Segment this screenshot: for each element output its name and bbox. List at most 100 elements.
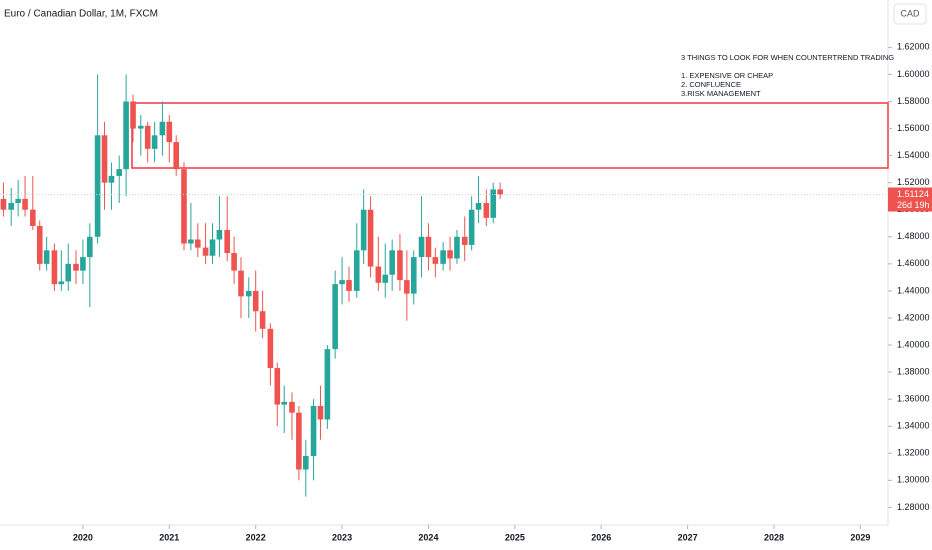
annotation-line: 2. CONFLUENCE: [681, 80, 741, 89]
candle-body: [310, 405, 317, 456]
y-tick-label: 1.36000: [897, 394, 930, 404]
candle-body: [490, 189, 497, 218]
y-tick-label: 1.32000: [897, 448, 930, 458]
x-tick-label: 2024: [418, 532, 438, 542]
candle-body: [195, 239, 201, 248]
candle-body: [216, 230, 223, 240]
candle-body: [138, 125, 144, 129]
candle-body: [339, 280, 345, 285]
y-tick-label: 1.54000: [897, 150, 930, 160]
price-label: 1.51124: [897, 189, 929, 199]
candle-body: [296, 412, 302, 470]
candle-body: [447, 250, 453, 259]
x-tick-label: 2023: [332, 532, 352, 542]
candle-body: [36, 225, 43, 264]
candle-body: [497, 189, 503, 195]
candle-body: [475, 202, 482, 210]
candle-body: [252, 290, 259, 312]
candle-body: [302, 455, 309, 470]
y-tick-label: 1.28000: [897, 502, 930, 512]
candle-body: [65, 263, 72, 282]
candle-body: [432, 257, 439, 264]
x-tick-label: 2026: [591, 532, 611, 542]
x-tick-label: 2021: [159, 532, 179, 542]
candle-body: [397, 250, 403, 281]
annotation-line: 3.RISK MANAGEMENT: [681, 89, 761, 98]
candle-body: [382, 274, 389, 283]
candle-body: [360, 209, 367, 251]
candle-body: [209, 239, 216, 256]
candle-body: [289, 401, 295, 413]
candle-body: [274, 368, 281, 405]
candle-body: [332, 284, 338, 350]
candle-body: [404, 280, 410, 294]
candle-body: [245, 290, 252, 297]
candle-body: [151, 135, 158, 149]
candle-body: [8, 202, 15, 210]
candle-body: [173, 142, 180, 170]
candle-body: [43, 250, 50, 264]
y-tick-label: 1.40000: [897, 339, 930, 349]
candle-body: [166, 121, 173, 143]
candle-body: [73, 263, 79, 271]
candle-body: [440, 250, 446, 264]
price-label-box: [888, 187, 932, 212]
candle-body: [159, 121, 166, 136]
annotation-line: 1. EXPENSIVE OR CHEAP: [681, 71, 773, 80]
y-tick-label: 1.62000: [897, 42, 930, 52]
candle-body: [188, 239, 194, 244]
currency-button[interactable]: [893, 3, 927, 25]
candle-body: [30, 209, 36, 226]
candle-body: [238, 270, 244, 297]
candle-body: [58, 281, 65, 285]
candle-body: [461, 236, 468, 245]
y-tick-label: 1.42000: [897, 312, 930, 322]
y-tick-label: 1.60000: [897, 69, 930, 79]
candle-body: [0, 198, 7, 210]
candle-body: [317, 405, 324, 420]
zone-rectangle: [131, 102, 889, 169]
y-tick-label: 1.52000: [897, 177, 930, 187]
candle-body: [375, 266, 382, 283]
y-tick-label: 1.30000: [897, 475, 930, 485]
candle-body: [94, 135, 101, 237]
candle-body: [367, 209, 374, 267]
candle-body: [468, 209, 475, 245]
candle-body: [231, 253, 237, 271]
candle-body: [410, 257, 417, 294]
x-tick-label: 2028: [764, 532, 784, 542]
candle-body: [87, 236, 93, 258]
annotation-heading: 3 THINGS TO LOOK FOR WHEN COUNTERTREND T…: [681, 53, 894, 62]
y-tick-label: 1.38000: [897, 366, 930, 376]
candle-body: [259, 311, 266, 329]
x-tick-label: 2025: [505, 532, 525, 542]
candle-body: [101, 135, 108, 183]
candle-body: [418, 236, 425, 258]
candle-body: [454, 236, 460, 259]
y-tick-label: 1.58000: [897, 96, 930, 106]
candle-body: [483, 202, 490, 218]
candle-body: [181, 169, 187, 244]
candle-body: [202, 247, 209, 256]
candle-body: [389, 250, 395, 275]
y-tick-label: 1.34000: [897, 421, 930, 431]
y-tick-label: 1.46000: [897, 258, 930, 268]
candle-body: [116, 169, 123, 176]
y-tick-label: 1.56000: [897, 123, 930, 133]
candle-body: [123, 101, 129, 170]
candle-body: [353, 250, 360, 291]
chart-title: Euro / Canadian Dollar, 1M, FXCM: [4, 9, 158, 20]
candle-body: [281, 401, 287, 405]
currency-label: CAD: [900, 8, 920, 18]
x-tick-label: 2027: [678, 532, 698, 542]
candle-body: [346, 280, 352, 291]
candle-body: [224, 230, 230, 254]
candle-body: [130, 101, 136, 129]
x-tick-label: 2029: [850, 532, 870, 542]
candle-body: [425, 236, 432, 258]
candle-body: [22, 198, 28, 210]
x-tick-label: 2020: [73, 532, 93, 542]
x-tick-label: 2022: [246, 532, 266, 542]
